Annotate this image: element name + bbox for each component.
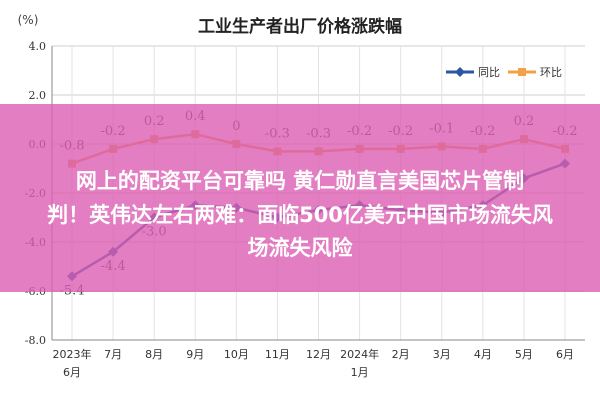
y-tick-label: 2.0 (29, 89, 47, 102)
x-tick-label: 8月 (145, 348, 163, 361)
x-tick-label: 5月 (515, 348, 533, 361)
x-tick-label: 2024年 1月 (340, 347, 379, 379)
y-tick-label: -8.0 (25, 334, 46, 347)
headline-line-3[interactable]: 场流失风险 (247, 236, 353, 260)
legend-swatch-marker (455, 67, 465, 77)
x-tick-label: 12月 (306, 348, 331, 361)
legend-swatch-marker (518, 68, 526, 76)
y-tick-label: 4.0 (29, 40, 47, 53)
y-unit-label: (%) (18, 13, 39, 27)
legend: 同比 环比 (446, 66, 562, 79)
legend-label: 同比 (478, 66, 500, 79)
x-tick-label: 9月 (186, 348, 204, 361)
x-tick-label: 4月 (474, 348, 492, 361)
legend-label: 环比 (540, 66, 562, 79)
headline-line-2[interactable]: 判！英伟达左右两难：面临500亿美元中国市场流失风 (47, 203, 553, 227)
headline-line-1[interactable]: 网上的配资平台可靠吗 黄仁勋直言美国芯片管制 (75, 169, 525, 193)
x-tick-label: 2月 (392, 348, 410, 361)
x-tick-label: 11月 (265, 348, 290, 361)
x-tick-label: 3月 (433, 348, 451, 361)
x-tick-label: 7月 (104, 348, 122, 361)
chart-title: 工业生产者出厂价格涨跌幅 (198, 16, 402, 37)
x-tick-label: 10月 (224, 348, 249, 361)
x-tick-label: 6月 (556, 348, 574, 361)
promo-overlay[interactable] (0, 104, 600, 292)
x-tick-label: 2023年 6月 (53, 347, 92, 379)
